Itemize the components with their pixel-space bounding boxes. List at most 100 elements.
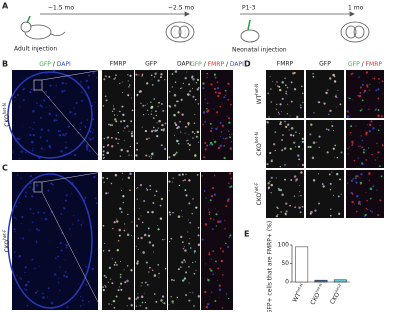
- cell: [318, 146, 320, 148]
- cell: [371, 153, 373, 156]
- micrograph: [102, 70, 134, 160]
- cell: [289, 147, 292, 150]
- cell: [157, 225, 158, 227]
- cell: [228, 83, 230, 85]
- micrograph: [306, 70, 344, 118]
- arrow-head: [349, 11, 355, 17]
- cell: [347, 97, 350, 99]
- cell: [20, 177, 22, 179]
- cell: [135, 73, 138, 76]
- cell: [365, 149, 367, 151]
- cell: [290, 81, 293, 84]
- cell: [191, 87, 194, 89]
- cell: [37, 184, 39, 186]
- cell: [38, 229, 40, 232]
- cell: [135, 224, 139, 227]
- cell: [137, 187, 139, 189]
- cell: [328, 113, 330, 115]
- cell: [103, 181, 105, 183]
- cell: [35, 228, 39, 231]
- cell: [298, 132, 300, 135]
- cell: [180, 98, 183, 101]
- mouse-head: [20, 21, 32, 33]
- cell: [106, 151, 110, 155]
- cell: [197, 141, 200, 143]
- cell: [355, 175, 357, 177]
- bar: [314, 279, 328, 283]
- micrograph: [135, 172, 167, 310]
- cell: [170, 237, 173, 240]
- cell: [215, 127, 218, 131]
- micrograph: [346, 120, 384, 168]
- cell: [286, 93, 288, 95]
- zoom-box: [33, 181, 43, 193]
- cell: [150, 155, 152, 157]
- cell: [226, 92, 227, 94]
- cell: [121, 189, 122, 191]
- cell: [145, 138, 148, 141]
- cell: [108, 75, 111, 78]
- cell: [138, 90, 141, 93]
- panel-label: A: [2, 2, 9, 11]
- cell: [217, 126, 219, 128]
- cell: [24, 266, 27, 269]
- cell: [59, 266, 61, 268]
- cell: [59, 242, 62, 245]
- cell: [102, 176, 105, 179]
- cell: [103, 78, 106, 81]
- cell: [143, 233, 147, 237]
- cell: [365, 84, 369, 87]
- cell: [317, 101, 320, 103]
- cell: [266, 162, 269, 166]
- cell: [127, 94, 130, 97]
- cell: [87, 86, 90, 89]
- cell: [93, 175, 96, 179]
- cell: [84, 196, 87, 199]
- cell: [226, 199, 230, 202]
- cell: [366, 86, 369, 88]
- cell: [65, 132, 68, 135]
- cell: [357, 94, 359, 97]
- cell: [118, 234, 121, 237]
- column-header: FMRP: [277, 61, 294, 68]
- label-part: DAPI: [228, 61, 244, 68]
- cell: [161, 123, 164, 127]
- cell: [122, 113, 125, 117]
- cell: [195, 269, 197, 271]
- cell: [127, 176, 131, 179]
- cell: [87, 300, 90, 303]
- cell: [284, 77, 286, 80]
- cell: [375, 108, 378, 111]
- cell: [30, 88, 33, 91]
- cell: [106, 137, 108, 139]
- cell: [23, 288, 26, 290]
- cell: [374, 159, 377, 161]
- genotype-superscript: het-F: [2, 229, 7, 240]
- cell: [136, 260, 139, 263]
- cell: [206, 110, 209, 113]
- genotype-label: CKOhet-N: [254, 132, 263, 156]
- cell: [219, 247, 222, 250]
- cell: [131, 131, 133, 133]
- category-superscript: het-F: [334, 283, 342, 293]
- cell: [281, 123, 282, 125]
- cell: [193, 250, 196, 253]
- cell: [218, 284, 221, 287]
- cell: [177, 125, 180, 129]
- cell: [329, 77, 332, 80]
- cell: [130, 269, 133, 272]
- cell: [202, 123, 204, 126]
- cell: [117, 142, 119, 145]
- cell: [119, 110, 121, 113]
- cell: [26, 304, 29, 307]
- cell: [358, 202, 361, 205]
- cell: [147, 211, 150, 214]
- cell: [300, 170, 302, 172]
- cell: [126, 305, 128, 307]
- cell: [277, 85, 279, 87]
- cell: [32, 109, 35, 113]
- cell: [117, 131, 120, 134]
- cell: [208, 268, 212, 271]
- cell: [365, 208, 368, 210]
- cell: [20, 277, 23, 280]
